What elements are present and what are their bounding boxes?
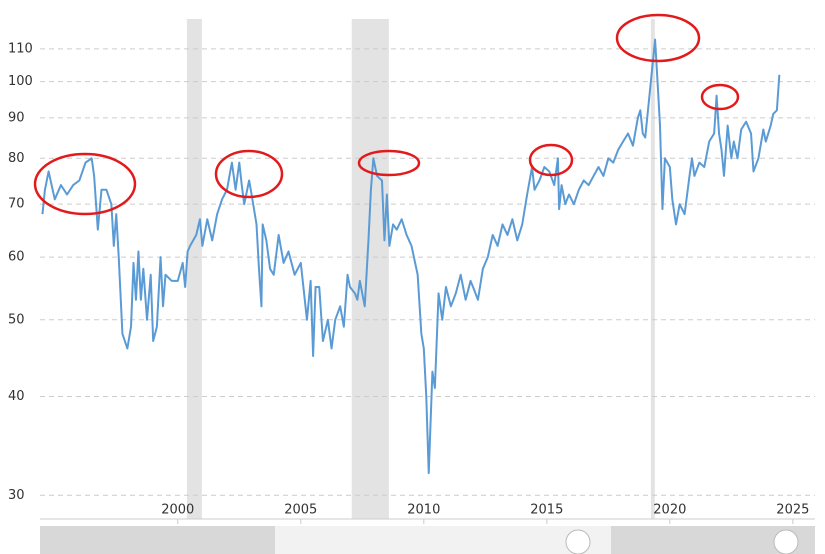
x-tick-label: 2015: [530, 503, 563, 518]
y-tick-label: 110: [8, 41, 33, 56]
y-tick-label: 100: [8, 74, 33, 89]
price-line: [41, 38, 781, 475]
x-tick-label: 2005: [284, 503, 317, 518]
y-tick-label: 30: [8, 488, 25, 503]
y-tick-label: 90: [8, 110, 25, 125]
x-tick-label: 2025: [776, 503, 809, 518]
annotations: [33, 13, 740, 216]
navigator-mask: [40, 526, 275, 554]
grid-layer: 30 40 50 60 70 80 90 100 110 2000 2005 2010 2015 2020…: [8, 41, 815, 524]
navigator[interactable]: [40, 526, 815, 554]
y-tick-label: 50: [8, 312, 25, 327]
x-tick-label: 2000: [161, 503, 194, 518]
x-tick-label: 2010: [407, 503, 440, 518]
recession-band: [186, 19, 202, 519]
x-tick-label: 2020: [653, 503, 686, 518]
y-tick-label: 60: [8, 250, 25, 265]
y-tick-label: 40: [8, 389, 25, 404]
recession-band: [650, 19, 655, 519]
recession-band: [351, 19, 389, 519]
shading-layer: [186, 19, 655, 519]
navigator-handle[interactable]: [565, 529, 591, 554]
navigator-handle[interactable]: [773, 529, 799, 554]
highlight-ellipse: [528, 143, 574, 177]
plot-layer: [41, 38, 781, 475]
y-tick-label: 80: [8, 151, 25, 166]
highlight-ellipse: [615, 13, 701, 63]
highlight-ellipse: [33, 152, 137, 216]
highlight-ellipse: [700, 83, 740, 111]
highlight-ellipse: [214, 149, 284, 199]
highlight-ellipse: [357, 149, 421, 177]
y-tick-label: 70: [8, 197, 25, 212]
